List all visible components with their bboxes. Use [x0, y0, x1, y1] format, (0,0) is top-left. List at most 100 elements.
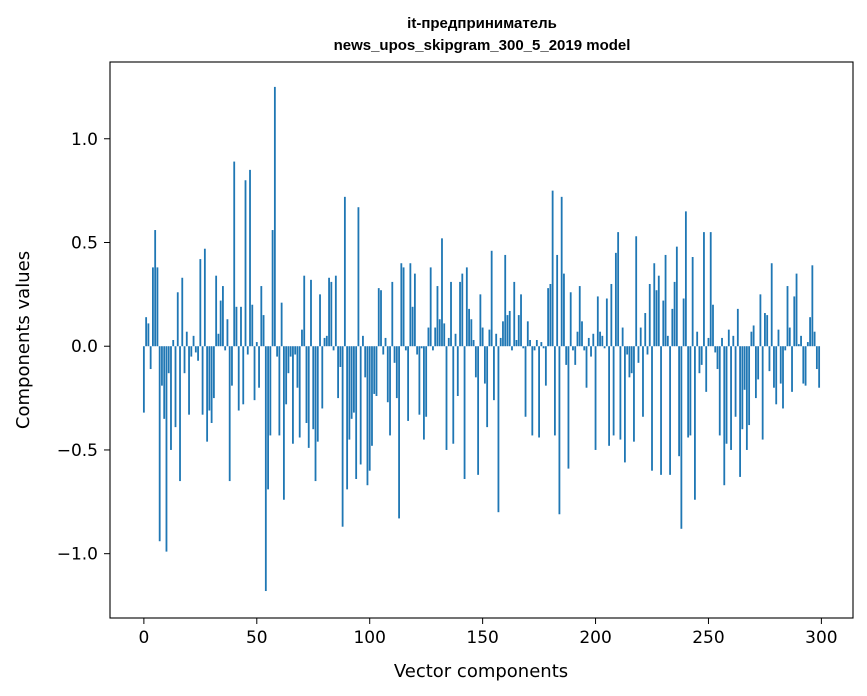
bar-124	[423, 346, 425, 440]
bar-81	[325, 335, 328, 347]
bar-232	[666, 335, 669, 347]
bar-162	[508, 310, 511, 347]
bar-106	[382, 346, 385, 355]
y-tick-label: −0.5	[57, 441, 98, 461]
bar-56	[269, 346, 272, 436]
bar-41	[235, 306, 238, 347]
bar-208	[612, 346, 615, 436]
bar-38	[228, 346, 231, 482]
bar-118	[409, 263, 412, 347]
bar-7	[158, 346, 161, 542]
bar-173	[533, 346, 536, 351]
bar-219	[637, 346, 640, 363]
bar-27	[203, 248, 206, 347]
bar-209	[614, 252, 617, 347]
bar-139	[456, 346, 459, 397]
bar-244	[694, 346, 696, 500]
y-axis-label: Components values	[13, 251, 34, 429]
bar-104	[377, 288, 380, 347]
bar-34	[219, 300, 222, 347]
x-tick-label: 300	[805, 628, 837, 648]
bar-257	[723, 346, 726, 486]
plot-area-frame	[109, 61, 854, 619]
bar-42	[237, 346, 240, 411]
bar-291	[800, 335, 802, 347]
bar-225	[651, 346, 653, 471]
bar-163	[511, 346, 513, 351]
bar-8	[161, 346, 163, 386]
bar-200	[594, 346, 597, 450]
bar-285	[786, 286, 789, 347]
bar-103	[375, 346, 378, 397]
bar-45	[244, 180, 247, 347]
bar-268	[748, 346, 751, 426]
bar-17	[181, 277, 184, 347]
bar-182	[553, 346, 556, 436]
bar-217	[633, 346, 635, 442]
bar-258	[725, 346, 728, 444]
bar-159	[502, 321, 504, 347]
bar-21	[190, 346, 193, 357]
bar-11	[167, 346, 170, 374]
x-tick-label: 150	[466, 628, 498, 648]
chart-title-line-1: it-предприниматель	[407, 15, 557, 32]
bar-15	[176, 292, 179, 347]
bar-132	[441, 238, 443, 347]
bar-121	[416, 346, 419, 355]
bar-114	[400, 263, 403, 347]
bar-73	[307, 346, 310, 448]
bar-265	[741, 346, 744, 430]
bar-289	[795, 273, 798, 347]
bar-83	[330, 281, 333, 347]
bar-286	[788, 327, 791, 347]
bar-67	[294, 346, 297, 355]
bar-55	[267, 346, 269, 490]
bar-102	[373, 346, 376, 394]
bar-293	[804, 346, 807, 386]
bar-140	[459, 281, 461, 347]
bar-176	[540, 342, 543, 347]
bar-205	[605, 298, 608, 347]
bar-96	[359, 346, 362, 465]
bar-62	[282, 346, 285, 500]
bar-152	[486, 346, 489, 428]
bar-9	[163, 346, 166, 419]
bar-267	[745, 346, 748, 450]
bar-167	[520, 294, 522, 347]
bar-134	[445, 346, 448, 450]
bar-76	[314, 346, 317, 482]
y-tick-label: 0.5	[71, 233, 98, 253]
bar-59	[276, 346, 279, 357]
bar-230	[662, 300, 665, 347]
bar-63	[285, 346, 288, 405]
bar-89	[343, 196, 346, 347]
bar-126	[427, 327, 430, 347]
bar-13	[172, 340, 175, 347]
bar-37	[226, 319, 229, 347]
bar-271	[754, 346, 757, 399]
bar-238	[680, 346, 683, 529]
bar-153	[488, 329, 491, 347]
bar-264	[739, 346, 741, 477]
bar-222	[644, 313, 647, 347]
bar-272	[757, 346, 760, 380]
bar-224	[648, 283, 651, 347]
bar-143	[465, 267, 468, 347]
bar-279	[773, 346, 775, 388]
bar-33	[217, 333, 220, 347]
bar-77	[316, 346, 319, 442]
bar-78	[319, 294, 321, 347]
bar-22	[192, 335, 195, 347]
bar-129	[434, 327, 437, 347]
bar-148	[477, 346, 480, 475]
bar-269	[750, 331, 753, 347]
bar-119	[411, 306, 414, 347]
bar-218	[635, 236, 638, 347]
bar-189	[569, 292, 572, 347]
bar-4	[152, 267, 154, 347]
bar-123	[420, 346, 423, 349]
bar-236	[675, 246, 678, 347]
bar-233	[669, 346, 671, 475]
bar-194	[581, 321, 583, 347]
bar-23	[194, 346, 197, 353]
